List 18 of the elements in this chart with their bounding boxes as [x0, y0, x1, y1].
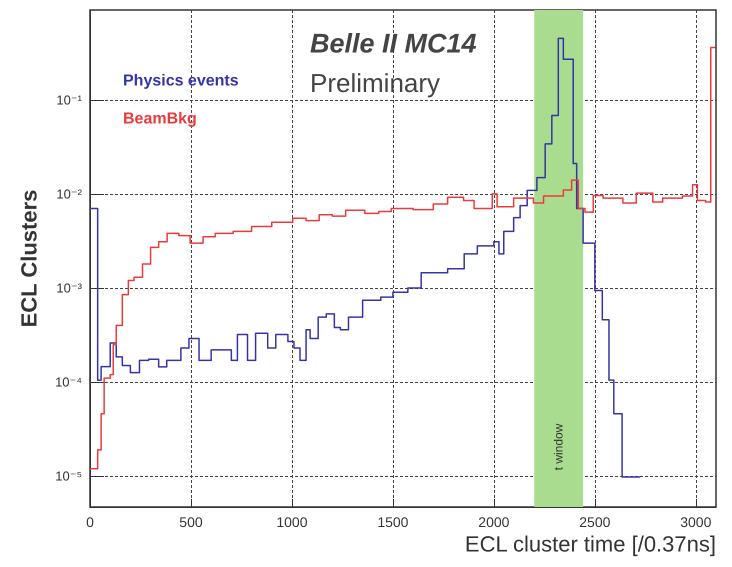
- text: Physics events: [123, 72, 239, 90]
- y-tick-label: 10⁻⁵: [55, 468, 82, 484]
- x-tick-label: 3000: [680, 514, 712, 530]
- x-axis-title: ECL cluster time [/0.37ns]: [464, 532, 716, 556]
- x-tick-label: 1000: [276, 514, 308, 530]
- x-tick-label: 2500: [579, 514, 611, 530]
- text: BeamBkg: [123, 110, 197, 128]
- y-tick-label: 10⁻¹: [56, 92, 83, 108]
- y-tick-label: 10⁻⁴: [55, 374, 82, 390]
- x-tick-label: 1500: [377, 514, 409, 530]
- annotation: t window: [552, 423, 566, 470]
- x-tick-label: 500: [179, 514, 203, 530]
- y-axis-title: ECL Clusters: [16, 190, 42, 328]
- y-tick-label: 10⁻³: [56, 280, 83, 296]
- x-tick-label: 2000: [478, 514, 510, 530]
- y-tick-label: 10⁻²: [56, 186, 83, 202]
- x-tick-label: 0: [86, 514, 94, 530]
- annotation: Preliminary: [310, 68, 440, 98]
